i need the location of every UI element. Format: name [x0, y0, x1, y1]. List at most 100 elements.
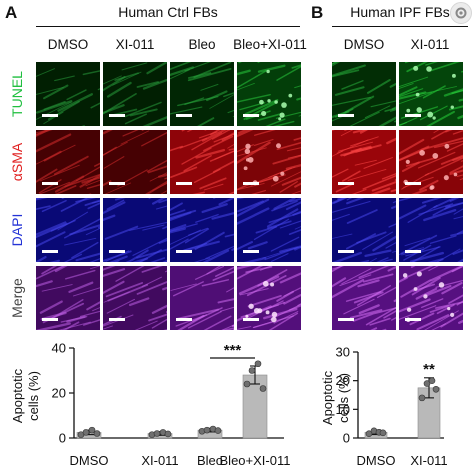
micrograph-merge-bleo-xi011 — [237, 266, 301, 330]
x-tick-label: XI-011 — [410, 453, 447, 468]
y-tick-label: 0 — [343, 431, 350, 446]
micrograph-dapi-dmso-ctrl — [36, 198, 100, 262]
scale-bar — [405, 114, 421, 117]
micrograph-tunel-bleo — [170, 62, 234, 126]
data-point — [418, 394, 426, 402]
x-tick-label: Bleo — [197, 453, 223, 468]
data-point — [93, 430, 101, 437]
panel-letter-a: A — [5, 3, 18, 22]
group-title-ipf: Human IPF FBs — [350, 4, 450, 20]
col-label-dmso-ctrl: DMSO — [47, 37, 89, 52]
data-point — [203, 426, 211, 434]
data-point — [153, 430, 161, 437]
group-title-ctrl: Human Ctrl FBs — [118, 4, 218, 20]
scale-bar — [176, 114, 192, 117]
micrograph-dapi-bleo — [170, 198, 234, 262]
data-point — [82, 429, 90, 436]
col-label-xi011-ipf: XI-011 — [410, 37, 450, 52]
gear-badge-icon[interactable] — [450, 2, 472, 24]
chart-ipf-ylabel-line2: cells (%) — [336, 373, 351, 423]
micrograph-merge-xi011-ipf — [399, 266, 463, 330]
data-point — [254, 360, 262, 368]
bar-chart-ipf: Apoptotic cells (%) 0 10 20 30 DMSO XI-011 ** — [320, 345, 448, 469]
micrograph-dapi-dmso-ipf — [332, 198, 396, 262]
micrograph-merge-dmso-ctrl — [36, 266, 100, 330]
scale-bar — [338, 250, 354, 253]
group-bracket-ipf — [332, 26, 468, 27]
micrograph-asma-bleo — [170, 130, 234, 194]
data-point — [365, 430, 373, 437]
micrograph-dapi-bleo-xi011 — [237, 198, 301, 262]
micrograph-asma-dmso-ipf — [332, 130, 396, 194]
col-label-bleo: Bleo — [188, 37, 216, 52]
data-point — [423, 380, 431, 387]
data-point — [428, 377, 436, 384]
scale-bar — [243, 250, 259, 253]
significance-label: *** — [224, 342, 242, 359]
scale-bar — [109, 318, 125, 321]
y-tick-label: 20 — [52, 386, 66, 401]
micrograph-asma-dmso-ctrl — [36, 130, 100, 194]
micrograph-tunel-dmso-ipf — [332, 62, 396, 126]
scale-bar — [243, 318, 259, 321]
scale-bar — [42, 182, 58, 185]
micrograph-dapi-xi011-ipf — [399, 198, 463, 262]
micrograph-merge-bleo — [170, 266, 234, 330]
scale-bar — [42, 114, 58, 117]
data-point — [164, 430, 172, 438]
micrograph-asma-bleo-xi011 — [237, 130, 301, 194]
scale-bar — [405, 182, 421, 185]
x-tick-label: XI-011 — [141, 453, 178, 468]
chart-ipf-ylabel-line1: Apoptotic — [320, 370, 335, 425]
scale-bar — [109, 182, 125, 185]
y-tick-label: 20 — [336, 373, 350, 388]
data-point — [214, 427, 222, 434]
x-tick-label: DMSO — [70, 453, 109, 468]
micrograph-asma-xi011-ctrl — [103, 130, 167, 194]
scale-bar — [176, 318, 192, 321]
x-tick-label: Bleo+XI-011 — [220, 453, 291, 468]
col-label-xi011-ctrl: XI-011 — [115, 37, 155, 52]
significance-label: ** — [423, 361, 435, 378]
scale-bar — [243, 114, 259, 117]
scale-bar — [338, 182, 354, 185]
micrograph-dapi-xi011-ctrl — [103, 198, 167, 262]
y-tick-label: 10 — [336, 402, 350, 417]
panel-letter-b: B — [311, 3, 324, 22]
scale-bar — [109, 250, 125, 253]
y-tick-label: 0 — [59, 431, 66, 446]
data-point — [248, 367, 256, 374]
group-bracket-ctrl — [36, 26, 300, 27]
bar-chart-ctrl: Apoptotic cells (%) 0 20 40 DMSO XI-011 BleoB… — [10, 341, 291, 469]
scale-bar — [405, 250, 421, 253]
scale-bar — [42, 318, 58, 321]
scale-bar — [338, 114, 354, 117]
data-point — [379, 429, 387, 437]
micrograph-tunel-bleo-xi011 — [237, 62, 301, 126]
chart-ctrl-ylabel-line1: Apoptotic — [10, 368, 25, 423]
micrograph-merge-xi011-ctrl — [103, 266, 167, 330]
scale-bar — [42, 250, 58, 253]
micrograph-merge-dmso-ipf — [332, 266, 396, 330]
scale-bar — [338, 318, 354, 321]
micrograph-tunel-xi011-ipf — [399, 62, 463, 126]
scale-bar — [109, 114, 125, 117]
micrograph-tunel-dmso-ctrl — [36, 62, 100, 126]
scale-bar — [176, 250, 192, 253]
y-tick-label: 40 — [52, 341, 66, 356]
y-tick-label: 30 — [336, 345, 350, 360]
data-point — [259, 385, 267, 392]
data-point — [432, 385, 440, 393]
data-point — [243, 380, 251, 388]
scale-bar — [176, 182, 192, 185]
scale-bar — [405, 318, 421, 321]
col-label-bleo-xi011: Bleo+XI-011 — [233, 37, 307, 52]
micrograph-grid — [36, 62, 463, 330]
data-point — [88, 426, 96, 434]
chart-ctrl-ylabel-line2: cells (%) — [26, 371, 41, 421]
micrograph-asma-xi011-ipf — [399, 130, 463, 194]
micrograph-tunel-xi011-ctrl — [103, 62, 167, 126]
scale-bar — [243, 182, 259, 185]
col-label-dmso-ipf: DMSO — [343, 37, 385, 52]
x-tick-label: DMSO — [357, 453, 396, 468]
